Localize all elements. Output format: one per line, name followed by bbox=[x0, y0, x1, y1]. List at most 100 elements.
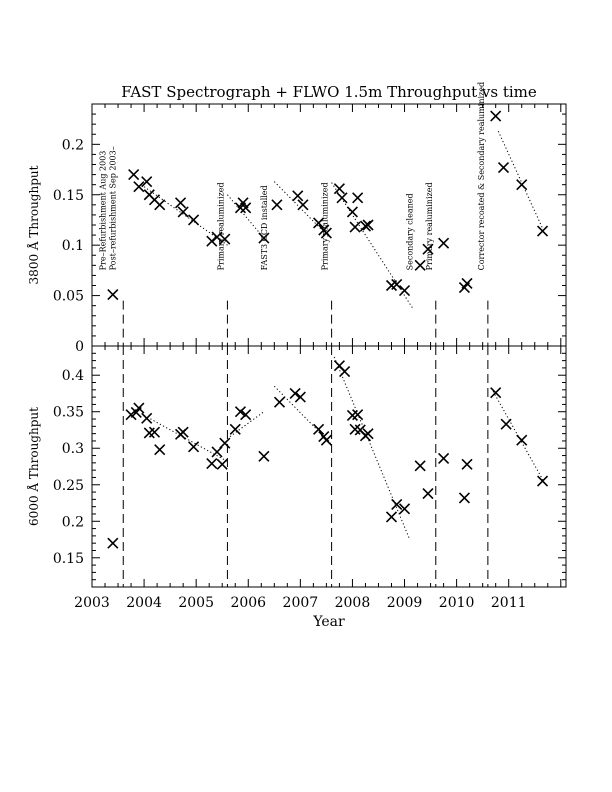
trend-line bbox=[497, 131, 546, 235]
event-label: Pre–Refurbishment Aug 2003 bbox=[98, 151, 107, 271]
data-point bbox=[240, 202, 252, 214]
data-point bbox=[398, 284, 411, 297]
data-point bbox=[320, 434, 332, 446]
data-point bbox=[177, 426, 189, 438]
y-tick-label: 0 bbox=[75, 339, 84, 355]
annotation-label: FAST3 CCD installed bbox=[260, 185, 269, 270]
data-point bbox=[297, 199, 309, 211]
y-tick-label: 0.2 bbox=[62, 514, 84, 530]
data-point bbox=[313, 423, 325, 435]
panel-frame bbox=[91, 345, 567, 588]
data-point bbox=[292, 190, 304, 202]
data-point bbox=[422, 487, 434, 500]
data-point bbox=[352, 409, 364, 421]
data-point bbox=[133, 402, 145, 414]
data-point bbox=[177, 206, 189, 218]
x-tick-label: 2003 bbox=[74, 595, 110, 611]
data-point bbox=[414, 259, 426, 271]
data-point bbox=[336, 192, 348, 204]
x-axis-label: Year bbox=[312, 614, 345, 630]
data-point bbox=[339, 365, 351, 378]
data-point bbox=[206, 235, 218, 247]
data-point bbox=[536, 475, 549, 487]
y-tick-label: 0.4 bbox=[62, 368, 84, 384]
data-point bbox=[188, 214, 200, 226]
data-point bbox=[141, 176, 153, 188]
data-point bbox=[271, 199, 283, 211]
data-point bbox=[273, 396, 286, 408]
event-label: Primary realuminized bbox=[216, 182, 225, 270]
data-point bbox=[294, 391, 306, 403]
x-tick-label: 2011 bbox=[491, 595, 527, 611]
data-point bbox=[219, 233, 231, 245]
data-point bbox=[258, 232, 270, 244]
y-axis-label: 3800 Å Throughput bbox=[26, 165, 41, 284]
y-tick-label: 0.35 bbox=[53, 405, 84, 421]
data-point bbox=[362, 428, 374, 440]
data-point bbox=[362, 219, 374, 231]
trend-line bbox=[333, 356, 411, 540]
data-point bbox=[536, 225, 549, 237]
data-point bbox=[385, 511, 398, 523]
data-point bbox=[333, 183, 345, 195]
y-tick-label: 0.15 bbox=[53, 551, 84, 567]
x-tick-label: 2007 bbox=[283, 595, 319, 611]
data-point bbox=[107, 537, 119, 549]
data-point bbox=[107, 289, 119, 301]
x-axis-tick-labels: 2003 2004 2005 2006 2007 2008 2009 2010 2011 bbox=[74, 595, 526, 611]
data-point bbox=[438, 452, 450, 465]
data-point bbox=[490, 110, 502, 122]
y-tick-label: 0.15 bbox=[53, 188, 84, 204]
data-point bbox=[133, 181, 145, 193]
data-point bbox=[219, 437, 231, 449]
trend-line bbox=[227, 194, 265, 239]
x-tick-label: 2005 bbox=[178, 595, 214, 611]
data-point bbox=[141, 412, 153, 424]
data-point bbox=[422, 243, 434, 255]
data-point bbox=[258, 450, 270, 462]
data-point bbox=[174, 197, 187, 209]
annotation-label: Secondary cleaned bbox=[406, 193, 415, 270]
data-point bbox=[240, 409, 252, 421]
panel-3800: 0 0.05 0.1 0.15 0.2 3800 Å Throughput bbox=[26, 103, 567, 355]
data-point bbox=[154, 199, 166, 211]
data-point bbox=[313, 217, 325, 229]
trend-line bbox=[273, 181, 330, 238]
trend-line bbox=[143, 186, 228, 246]
data-point bbox=[497, 161, 510, 174]
data-point bbox=[289, 387, 301, 400]
data-point bbox=[516, 179, 528, 191]
x-tick-label: 2009 bbox=[387, 595, 423, 611]
x-tick-label: 2008 bbox=[335, 595, 371, 611]
data-point bbox=[500, 418, 512, 430]
data-point bbox=[438, 237, 450, 249]
data-point bbox=[352, 192, 364, 204]
data-point bbox=[359, 220, 372, 232]
data-point bbox=[216, 458, 228, 470]
data-point bbox=[206, 458, 218, 470]
y-tick-label: 0.25 bbox=[53, 478, 84, 494]
event-label: Primary realuminized bbox=[425, 182, 434, 270]
panel-6000: 0.15 0.2 0.25 0.3 0.35 0.4 6000 Å Throughput bbox=[26, 345, 567, 588]
event-label: Primary realuminized bbox=[321, 182, 330, 270]
data-point bbox=[229, 423, 241, 435]
data-point bbox=[148, 426, 161, 438]
data-point bbox=[458, 492, 470, 504]
y-tick-label: 0.05 bbox=[53, 289, 84, 305]
chart-title: FAST Spectrograph + FLWO 1.5m Throughput… bbox=[121, 83, 537, 101]
x-tick-label: 2010 bbox=[439, 595, 475, 611]
data-point bbox=[398, 503, 411, 515]
data-point bbox=[234, 406, 247, 418]
data-point bbox=[414, 460, 426, 472]
event-label: Corrector recoated & Secondary realumini… bbox=[477, 82, 486, 271]
event-label: Post–refurbishment Sep 2003– bbox=[108, 146, 117, 270]
data-point bbox=[461, 277, 473, 290]
y-tick-label: 0.2 bbox=[62, 137, 84, 153]
data-point bbox=[391, 278, 403, 291]
data-point bbox=[320, 227, 332, 239]
y-axis-label: 6000 Å Throughput bbox=[26, 407, 41, 526]
data-point bbox=[128, 169, 140, 181]
data-point bbox=[461, 458, 473, 470]
x-tick-label: 2006 bbox=[230, 595, 266, 611]
